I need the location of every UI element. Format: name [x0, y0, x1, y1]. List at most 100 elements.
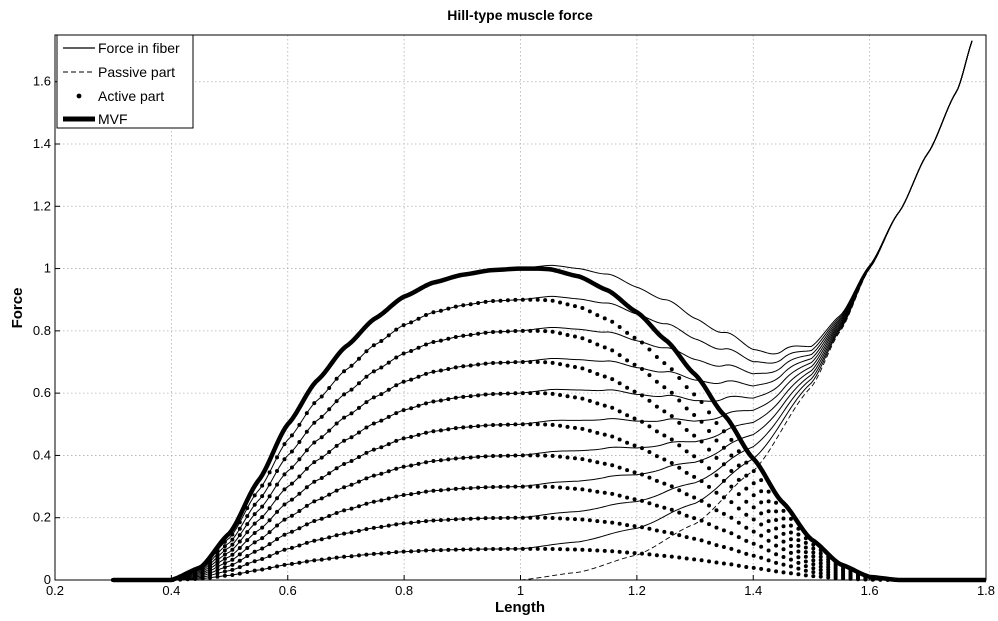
active-part-point [766, 509, 771, 514]
active-part-point [729, 515, 734, 520]
active-part-point [587, 428, 592, 433]
active-part-point [736, 535, 741, 540]
active-part-point [632, 443, 637, 448]
legend: Force in fiber Passive part Active part … [56, 34, 194, 129]
x-tick-label: 0.4 [162, 583, 180, 598]
active-part-point [647, 475, 652, 480]
active-part-point [662, 481, 667, 486]
active-part-point [640, 551, 644, 556]
active-part-point [565, 394, 570, 399]
active-part-point [669, 531, 674, 536]
active-part-point [818, 551, 823, 556]
active-part-point [595, 401, 600, 406]
active-part-point [617, 353, 622, 358]
force-in-fiber-curve [113, 40, 973, 581]
active-part-point [654, 379, 659, 384]
legend-label-passive-part: Passive part [98, 64, 175, 80]
active-part-point [707, 429, 712, 433]
active-part-point [707, 503, 712, 508]
active-part-point [692, 495, 697, 500]
active-part-point [692, 454, 697, 459]
active-part-point [617, 465, 622, 470]
active-part-point [543, 360, 548, 365]
active-part-point [595, 342, 600, 347]
active-part-point [572, 425, 577, 430]
active-part-point [625, 440, 630, 445]
active-part-point [721, 561, 726, 566]
y-tick-label: 0.6 [33, 385, 51, 400]
active-part-point [662, 361, 667, 366]
active-part-point [617, 493, 622, 498]
active-part-point [796, 560, 801, 565]
y-tick-label: 0.8 [33, 323, 51, 338]
active-part-point [580, 396, 585, 401]
active-part-point [550, 391, 555, 396]
active-part-point [602, 519, 607, 524]
active-part-point [587, 488, 592, 493]
active-part-point [647, 398, 652, 403]
active-part-point [550, 484, 555, 489]
active-part-point [647, 526, 652, 531]
active-part-point [759, 500, 764, 505]
active-part-point [610, 348, 615, 353]
active-part-point [692, 412, 697, 417]
active-part-point [565, 333, 570, 337]
active-part-point [669, 367, 674, 372]
active-part-point [729, 469, 734, 474]
active-part-point [587, 518, 592, 523]
active-part-point [803, 573, 808, 578]
active-part-point [662, 433, 667, 438]
active-part-point [714, 421, 719, 425]
active-part-point [766, 519, 771, 524]
active-part-point [669, 437, 674, 442]
active-part-point [803, 540, 808, 545]
active-part-point [572, 304, 577, 309]
active-part-point [625, 495, 630, 500]
active-part-point [818, 574, 823, 579]
active-part-point [766, 558, 771, 563]
active-part-point [818, 561, 823, 566]
active-part-point [669, 460, 674, 465]
active-part-point [744, 538, 749, 543]
active-part-point [811, 562, 816, 567]
active-part-point [535, 360, 540, 364]
active-part-point [543, 422, 548, 427]
active-part-point [751, 553, 756, 558]
active-part-point [565, 547, 570, 552]
active-part-point [669, 484, 674, 489]
active-part-point [684, 449, 689, 454]
active-part-point [736, 492, 741, 497]
active-part-point [811, 566, 816, 571]
active-part-point [572, 456, 577, 461]
active-part-point [625, 385, 630, 390]
active-part-point [558, 516, 563, 521]
active-part-point [617, 437, 622, 442]
active-part-point [543, 329, 548, 334]
active-part-point [714, 525, 719, 530]
active-part-point [759, 489, 764, 494]
active-part-point [550, 515, 555, 520]
legend-label-mvf: MVF [98, 111, 128, 127]
active-part-point [669, 554, 674, 559]
active-part-point [721, 544, 726, 549]
active-part-point [729, 437, 734, 442]
active-part-point [788, 516, 793, 521]
active-part-point [736, 520, 741, 525]
active-part-point [610, 463, 615, 468]
active-part-point [803, 559, 808, 564]
active-part-point [625, 413, 630, 418]
active-part-point [736, 563, 741, 568]
active-part-point [587, 548, 592, 553]
active-part-point [684, 470, 689, 475]
active-part-point [729, 531, 734, 536]
active-part-point [543, 484, 548, 489]
active-part-point [759, 555, 764, 560]
active-part-point [617, 381, 622, 386]
active-part-point [535, 515, 540, 520]
active-part-point [781, 554, 786, 559]
active-part-point [736, 463, 741, 468]
active-part-point [662, 409, 667, 414]
active-part-point [759, 511, 764, 516]
active-part-point [774, 535, 779, 540]
x-tick-label: 0.8 [395, 583, 413, 598]
